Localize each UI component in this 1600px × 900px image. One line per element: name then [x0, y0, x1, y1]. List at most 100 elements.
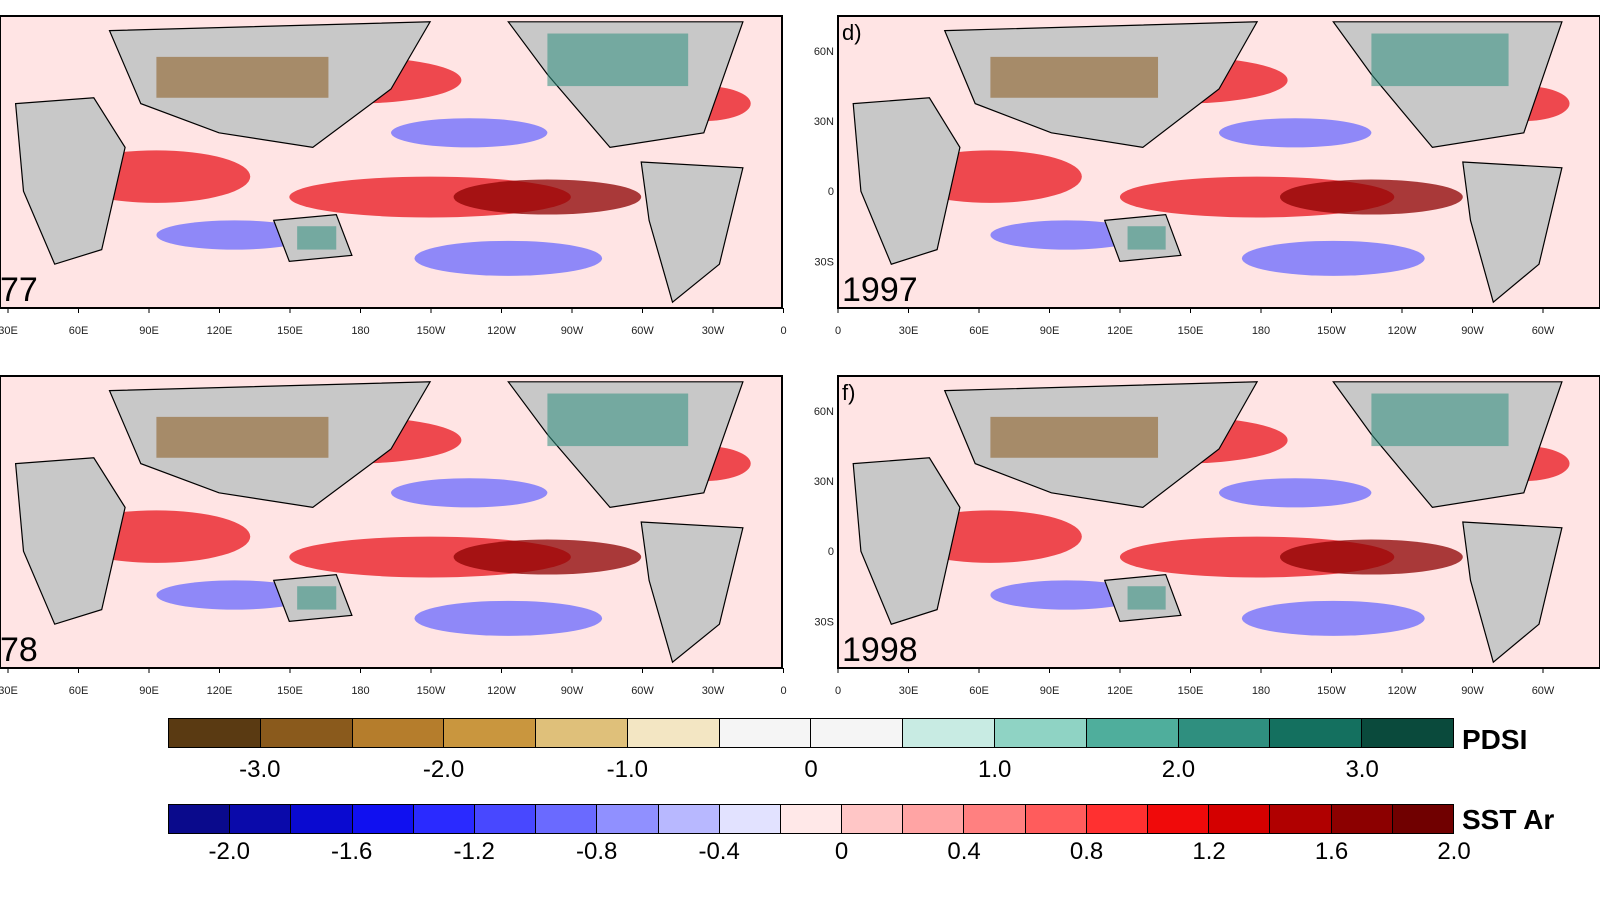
lon-tick-label: 90E	[139, 685, 159, 697]
map-svg-1978: 78 30E 60E 90E 120E 150E 180 150W 120W 90W 60W 30W…	[0, 375, 787, 697]
colorbar-swatch	[260, 719, 353, 747]
lon-tick-label: 30E	[899, 325, 919, 337]
lon-tick-label: 0	[780, 325, 786, 337]
colorbar-swatch	[1270, 805, 1332, 833]
colorbar-swatch	[903, 805, 965, 833]
land-mass	[1462, 521, 1563, 664]
lon-tick-label: 150W	[1317, 325, 1346, 337]
colorbar-tick-label: 2.0	[1437, 838, 1471, 865]
lon-tick-label: 120W	[1388, 685, 1417, 697]
colorbar-swatch	[536, 805, 598, 833]
lon-tick-label: 60E	[969, 325, 989, 337]
pdsi-region	[990, 416, 1159, 458]
lon-tick-label: 120E	[1107, 325, 1133, 337]
lat-ticks: 60N 30N 0 30S	[814, 406, 834, 628]
lat-ticks: 60N 30N 0 30S	[814, 46, 834, 268]
anomaly-region	[156, 580, 313, 610]
lon-tick-label: 60W	[631, 325, 654, 337]
map-graphic	[0, 375, 783, 669]
colorbar-swatch	[964, 805, 1026, 833]
land-mass	[1462, 161, 1563, 304]
anomaly-region	[1279, 179, 1463, 215]
lon-tick-label: 0	[780, 685, 786, 697]
map-panel-1997: d) 1997 60N 30N 0 30S 0 30E 60E 90E 120E 150E 180…	[808, 14, 1600, 344]
lon-ticks: 30E 60E 90E 120E 150E 180 150W 120W 90W 60W 30W 0	[0, 668, 787, 697]
colorbar-swatch	[352, 805, 414, 833]
lon-tick-label: 120W	[1388, 325, 1417, 337]
colorbar-swatch	[474, 805, 537, 833]
lat-tick-label: 60N	[814, 46, 834, 58]
land-mass	[640, 521, 744, 664]
colorbar-tick-label: 0.8	[1069, 838, 1104, 865]
map-frame	[0, 15, 783, 309]
lon-tick-label: 120E	[207, 685, 233, 697]
lat-tick-label: 60N	[814, 406, 834, 418]
colorbar-tick-label: -1.2	[453, 838, 495, 865]
pdsi-legend-title: PDSI	[1462, 724, 1528, 755]
colorbar-tick-label: 0	[804, 756, 818, 783]
land-mass	[852, 97, 961, 265]
colorbar-swatch	[413, 805, 475, 833]
lon-tick-label: 150W	[1317, 685, 1346, 697]
colorbar-swatch	[169, 719, 261, 747]
colorbar-swatch	[169, 805, 231, 833]
colorbar-swatch	[1025, 805, 1087, 833]
colorbar-tick-label: -2.0	[422, 756, 465, 783]
colorbar-swatch	[658, 805, 720, 833]
anomaly-region	[453, 179, 642, 215]
lat-tick-label: 30N	[814, 476, 834, 488]
anomaly-region	[453, 539, 642, 575]
lon-tick-label: 30E	[899, 685, 919, 697]
lon-tick-label: 180	[1252, 685, 1270, 697]
lon-tick-label: 60W	[1532, 325, 1555, 337]
pdsi-region	[547, 33, 689, 87]
land-mass	[14, 97, 126, 265]
lon-tick-label: 90W	[1461, 325, 1484, 337]
colorbar-swatch	[719, 719, 812, 747]
pdsi-region	[1371, 33, 1509, 87]
lon-tick-label: 90E	[139, 325, 159, 337]
lon-tick-label: 150W	[417, 685, 446, 697]
pdsi-region	[1371, 393, 1509, 447]
pdsi-region	[990, 56, 1159, 98]
colorbar-tick-label: -2.0	[208, 838, 250, 865]
colorbar-tick-label: 1.6	[1314, 838, 1349, 865]
colorbar-swatch	[536, 719, 628, 747]
land-mass	[14, 457, 126, 625]
year-label: 1997	[842, 271, 918, 309]
sst-colorbar	[168, 804, 1454, 834]
lon-tick-label: 180	[1252, 325, 1270, 337]
lon-tick-label: 180	[351, 685, 369, 697]
map-svg-1998: f) 1998 60N 30N 0 30S 0 30E 60E 90E 120E 150E 180…	[814, 375, 1600, 697]
lon-tick-label: 90W	[1461, 685, 1484, 697]
anomaly-region	[1279, 539, 1463, 575]
map-svg-1997: d) 1997 60N 30N 0 30S 0 30E 60E 90E 120E 150E 180…	[814, 15, 1600, 337]
lon-tick-label: 120E	[207, 325, 233, 337]
lat-tick-label: 30S	[814, 256, 834, 268]
lon-tick-label: 150E	[277, 685, 303, 697]
colorbar-swatch	[1086, 719, 1179, 747]
anomaly-region	[1219, 478, 1372, 508]
land-mass	[852, 457, 961, 625]
lon-tick-label: 180	[351, 325, 369, 337]
pdsi-region	[156, 416, 329, 458]
anomaly-region	[1241, 240, 1425, 276]
lat-tick-label: 0	[828, 186, 834, 198]
pdsi-region	[1127, 226, 1166, 250]
lon-tick-label: 120W	[487, 325, 516, 337]
lon-tick-label: 0	[835, 685, 841, 697]
sst-legend-title: SST Ar	[1462, 804, 1555, 835]
pdsi-region	[297, 226, 337, 250]
colorbar-tick-label: -3.0	[239, 756, 281, 783]
map-svg-1977: 77 30E 60E 90E 120E 150E 180 150W 120W 90W 60W 30W…	[0, 15, 787, 337]
colorbar-swatch	[811, 719, 904, 747]
anomaly-region	[414, 240, 603, 276]
anomaly-region	[990, 580, 1143, 610]
pdsi-region	[547, 393, 689, 447]
anomaly-region	[414, 600, 603, 636]
lon-tick-label: 30E	[0, 685, 18, 697]
lon-tick-label: 90E	[1040, 325, 1060, 337]
lon-tick-label: 60E	[69, 325, 89, 337]
anomaly-region	[156, 220, 313, 250]
colorbar-tick-label: 0	[834, 838, 849, 865]
